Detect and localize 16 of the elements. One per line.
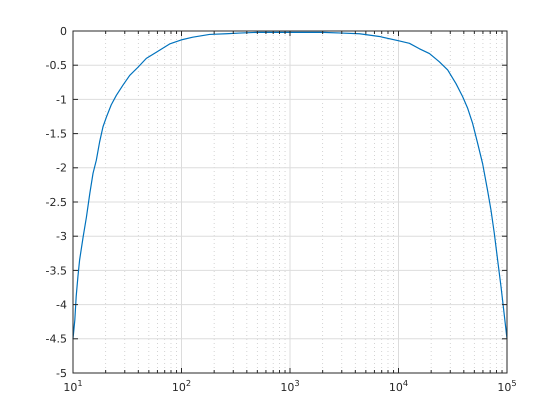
y-tick-label: -1.5 bbox=[46, 127, 67, 140]
x-tick-label: 10$^{2}$ bbox=[172, 378, 192, 394]
y-tick-label: -5 bbox=[56, 366, 67, 380]
y-tick-label: -1 bbox=[56, 93, 67, 106]
y-tick-label: -4 bbox=[56, 298, 67, 312]
x-tick-label: 10$^{3}$ bbox=[280, 378, 300, 394]
y-tick-label: -0.5 bbox=[46, 59, 67, 72]
y-tick-label: 0 bbox=[60, 24, 67, 38]
x-tick-label: 10$^{4}$ bbox=[388, 378, 408, 394]
x-tick-label: 10$^{5}$ bbox=[497, 378, 517, 394]
y-tick-label: -3.5 bbox=[46, 264, 67, 278]
y-tick-label: -4.5 bbox=[46, 332, 67, 346]
y-tick-label: -2 bbox=[56, 162, 67, 175]
x-tick-label: 10$^{1}$ bbox=[63, 378, 83, 394]
y-tick-label: -2.5 bbox=[46, 196, 67, 209]
y-tick-label: -3 bbox=[56, 230, 67, 244]
